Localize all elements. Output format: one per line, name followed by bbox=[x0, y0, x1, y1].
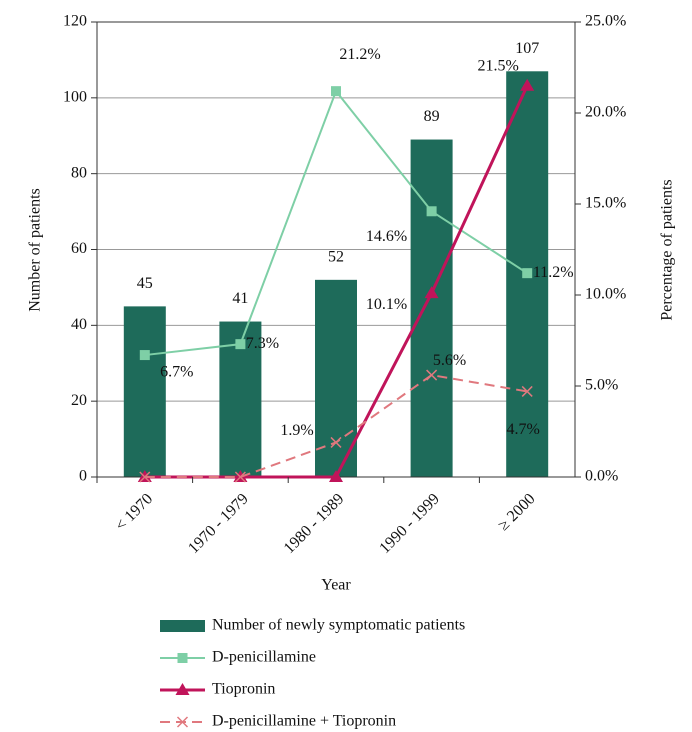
value-label: 10.1% bbox=[366, 296, 407, 313]
marker bbox=[177, 653, 188, 663]
value-label: 14.6% bbox=[366, 228, 407, 245]
marker bbox=[424, 286, 439, 299]
legend-label: Number of newly symptomatic patients bbox=[212, 617, 465, 634]
x-tick-label: 1970 - 1979 bbox=[185, 490, 252, 557]
legend-label: D-penicillamine bbox=[212, 649, 316, 666]
marker bbox=[235, 339, 246, 350]
y-tick-label: 100 bbox=[63, 89, 87, 106]
bar-value-label: 89 bbox=[424, 108, 440, 125]
marker bbox=[426, 369, 438, 381]
y-tick-label: 80 bbox=[71, 164, 87, 181]
y2-tick-label: 10.0% bbox=[585, 286, 626, 303]
y2-tick-label: 25.0% bbox=[585, 13, 626, 30]
y2-tick-label: 15.0% bbox=[585, 195, 626, 212]
marker bbox=[522, 268, 533, 279]
marker bbox=[331, 86, 341, 97]
y2-axis-title: Percentage of patients bbox=[659, 179, 676, 320]
marker bbox=[426, 206, 437, 217]
marker bbox=[176, 716, 189, 728]
x-tick-label: 1990 - 1999 bbox=[376, 490, 443, 557]
marker bbox=[139, 471, 151, 483]
legend-label: D-penicillamine + Tiopronin bbox=[212, 713, 396, 730]
marker bbox=[330, 436, 342, 448]
marker bbox=[234, 471, 246, 483]
marker bbox=[139, 350, 150, 361]
y-tick-label: 0 bbox=[79, 468, 87, 485]
bar-value-label: 52 bbox=[328, 249, 344, 266]
value-label: 1.9% bbox=[280, 422, 313, 439]
legend-label: Tiopronin bbox=[212, 681, 275, 698]
marker bbox=[329, 470, 343, 482]
bar-value-label: 41 bbox=[232, 290, 248, 307]
bar bbox=[410, 139, 453, 477]
marker bbox=[175, 683, 190, 695]
x-tick-label: < 1970 bbox=[112, 490, 156, 534]
value-label: 6.7% bbox=[160, 364, 193, 381]
y-tick-label: 20 bbox=[71, 392, 87, 409]
y2-tick-label: 20.0% bbox=[585, 104, 626, 121]
bar bbox=[123, 306, 166, 477]
value-label: 4.7% bbox=[507, 421, 540, 438]
y2-tick-label: 0.0% bbox=[585, 468, 618, 485]
y-tick-label: 60 bbox=[71, 240, 87, 257]
value-label: 11.2% bbox=[533, 264, 574, 281]
value-label: 5.6% bbox=[433, 352, 466, 369]
y-axis-title: Number of patients bbox=[27, 188, 44, 312]
marker bbox=[521, 385, 533, 397]
legend-swatch bbox=[160, 620, 205, 632]
x-tick-label: ≥ 2000 bbox=[495, 490, 539, 534]
value-label: 21.2% bbox=[339, 46, 380, 63]
y-tick-label: 40 bbox=[71, 316, 87, 333]
value-label: 21.5% bbox=[478, 57, 519, 74]
bar-value-label: 45 bbox=[137, 275, 153, 292]
y-tick-label: 120 bbox=[63, 13, 87, 30]
marker bbox=[520, 78, 535, 91]
x-axis-title: Year bbox=[321, 577, 351, 594]
value-label: 7.3% bbox=[246, 335, 279, 352]
y2-tick-label: 5.0% bbox=[585, 377, 618, 394]
bar-value-label: 107 bbox=[515, 40, 539, 57]
x-tick-label: 1980 - 1989 bbox=[281, 490, 348, 557]
bar bbox=[315, 279, 357, 477]
